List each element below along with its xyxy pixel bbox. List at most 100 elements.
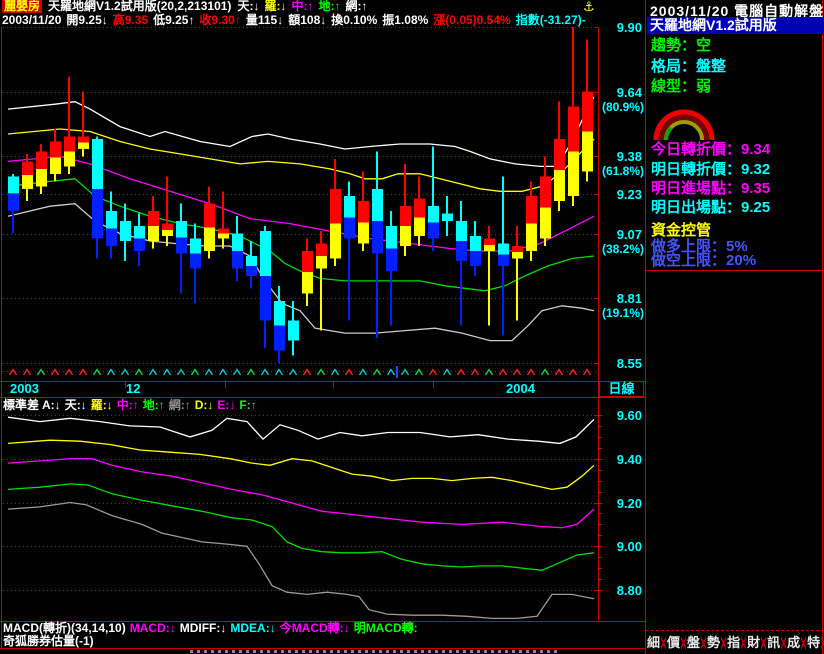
std-white [7,416,595,445]
macd-item: 明MACD轉: [353,621,418,635]
std-magenta [7,458,595,529]
axis-sublabel: (19.1%) [601,306,644,321]
macd-item: MACD(轉折)(34,14,10) [3,621,126,635]
header-bar: 麗嬰房 天羅地網V1.2試用版(20,2,213101) 天:↓ 羅:↓ 中:↑ 地:… [2,0,367,13]
axis-label: 9.07 [616,226,642,242]
axis-label: 9.00 [616,539,642,555]
tab-財[interactable]: 財 [747,634,761,650]
quote-item: 高9.35 [112,13,149,27]
axis-label: 9.90 [616,20,642,35]
quote-item: 額108↓ [288,13,327,27]
quote-item: 振1.08% [382,13,429,27]
tab-細[interactable]: 細 [647,634,661,650]
std-signal-list: A:↓ 天:↓ 羅:↓ 中:↑ 地:↑ 網:↑ D:↓ E:↓ F:↑ [42,398,257,412]
time-axis-label: 12 [126,381,141,396]
tab-指[interactable]: 指 [727,634,741,650]
app-title: 天羅地網V1.2試用版(20,2,213101) [48,0,232,13]
signal-item: 網:↑ [345,0,368,13]
std-gray [7,501,595,620]
quote-item: 收9.30↑ [199,13,241,27]
pivot-row: 明日轉折價：9.32 [651,161,771,178]
signal-item: 地:↑ [318,0,341,13]
std-signal-item: E:↓ [217,398,236,412]
axis-label: 9.23 [616,186,642,202]
signal-item: 中:↑ [291,0,314,13]
tab-特[interactable]: 特 [807,634,821,650]
version-bar: 天羅地網V1.2試用版 [647,17,824,34]
tab-separator [701,632,707,653]
macd-item: 今MACD轉:↓ [279,621,350,635]
axis-label: 9.40 [616,451,642,467]
pivot-row: 今日轉折價：9.34 [651,141,771,158]
tab-separator [801,632,807,653]
tab-訊[interactable]: 訊 [767,634,781,650]
stock-name-badge[interactable]: 麗嬰房 [2,0,43,13]
axis-label: 8.80 [616,583,642,598]
std-signal-item: A:↓ [42,398,61,412]
tab-價[interactable]: 價 [667,634,681,650]
fund-limit-row-value: 5% [726,238,748,255]
axis-label: 8.81 [616,291,642,307]
std-green [7,483,595,571]
std-yellow [7,439,595,491]
pivot-row-value: 9.32 [741,161,771,178]
std-signal-item: 天:↓ [64,398,87,412]
quote-item: 低9.25↑ [153,13,195,27]
quote-item: 漲(0.05)0.54% [433,13,511,27]
quote-item: 量115↓ [245,13,284,27]
axis-label: 9.38 [616,149,642,165]
macd-item: MDEA:↓ [230,621,276,635]
time-axis-label: 2004 [506,381,535,396]
axis-label: 9.60 [616,408,642,423]
tab-盤[interactable]: 盤 [687,634,701,650]
quote-item: 換0.10% [331,13,378,27]
macd-item: MACD:↓ [129,621,176,635]
tab-成[interactable]: 成 [787,634,801,650]
period-selector[interactable]: 日線 [608,381,635,396]
analysis-row: 格局：盤整 [651,58,727,75]
axis-label: 8.55 [616,356,642,371]
quote-bar: 2003/11/20 開9.25↓ 高9.35 低9.25↑ 收9.30↑ 量115↓ 額1… [2,13,586,27]
std-signal-item: F:↑ [239,398,257,412]
pivot-row-value: 9.34 [741,141,771,158]
signal-item: 羅:↓ [264,0,287,13]
macd-subtitle: 奇狐勝券估量(-1) [3,634,94,648]
analysis-row: 線型：弱 [651,78,712,95]
quote-item: 2003/11/20 [2,13,62,27]
axis-sublabel: (38.2%) [601,241,644,256]
period-box-border [599,381,644,397]
std-signal-item: 地:↑ [142,398,165,412]
tab-separator [821,632,824,653]
analysis-row: 趨勢：空 [651,37,712,54]
axis-sublabel: (61.8%) [601,164,644,179]
pivot-row: 明日出場點：9.25 [651,199,771,216]
pivot-row-value: 9.25 [741,199,771,216]
tab-separator [681,632,687,653]
anchor-icon[interactable]: ⚓ [583,0,595,14]
tab-separator [761,632,767,653]
fund-limit-row: 做空上限：20% [651,252,757,269]
tab-勢[interactable]: 勢 [707,634,721,650]
macd-header: MACD(轉折)(34,14,10) MACD:↓ MDIFF:↓ MDEA:↓ 今MA… [3,622,418,635]
yellow-band [7,128,595,192]
fund-control-title: 資金控管 [651,222,712,239]
auto-analysis-title: 2003/11/20 電腦自動解盤 [650,3,824,19]
signal-list: 天:↓ 羅:↓ 中:↑ 地:↑ 網:↑ [237,0,367,13]
pivot-row-value: 9.35 [741,180,771,197]
pivot-row: 明日進場點：9.35 [651,180,771,197]
std-panel-header: 標準差 A:↓ 天:↓ 羅:↓ 中:↑ 地:↑ 網:↑ D:↓ E:↓ F:↑ [3,398,257,412]
std-panel-title: 標準差 [3,398,40,412]
upper-band [7,96,595,168]
quote-item: 指數(-31.27)- [515,13,586,27]
tab-separator [661,632,667,653]
std-signal-item: 網:↑ [168,398,191,412]
axis-label: 9.20 [616,495,642,511]
time-axis-label: 2003 [10,381,39,396]
clipped-text-row [190,650,560,653]
quote-item: 開9.25↓ [66,13,108,27]
std-signal-item: D:↓ [194,398,214,412]
fund-limit-row: 做多上限：5% [651,238,748,255]
trend-gauge [653,109,715,141]
